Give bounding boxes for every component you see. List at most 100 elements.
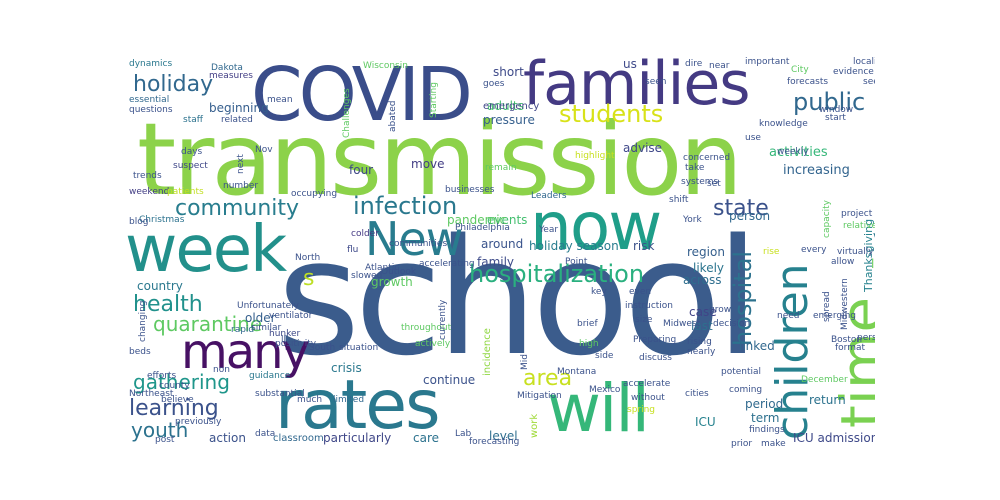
word: activities [769, 145, 828, 160]
word: side [595, 351, 614, 361]
word: nearly [687, 347, 716, 357]
word: students [559, 100, 664, 128]
word: Leaders [531, 191, 567, 201]
word: personal [857, 333, 875, 343]
word: mean [267, 95, 293, 105]
word: youth [131, 418, 189, 442]
word: level [489, 429, 518, 443]
word: situation [339, 343, 379, 353]
word: near [709, 61, 730, 71]
word: questions [129, 105, 173, 115]
word: every [801, 245, 827, 255]
word: dire [685, 59, 703, 69]
word: emerging [813, 311, 857, 321]
word: Dakota [211, 63, 243, 73]
word: area [523, 366, 573, 391]
word: window [819, 105, 854, 115]
word: Boston [831, 335, 863, 345]
word: potential [721, 367, 762, 377]
word: South [309, 343, 336, 353]
word: local [871, 257, 875, 271]
word: action [209, 431, 246, 445]
word: accelerate [623, 379, 671, 389]
word: number [223, 181, 259, 191]
word: communities [389, 239, 448, 249]
word: New [365, 212, 463, 266]
word: non [213, 365, 230, 375]
word: linked [739, 339, 775, 353]
word: trends [133, 171, 162, 181]
word: post [155, 435, 175, 445]
word: size [635, 315, 653, 325]
word: Midwest [663, 319, 701, 329]
word: many [181, 324, 310, 380]
word: localities [853, 57, 875, 67]
word: accelerating [419, 259, 475, 269]
word: s [303, 266, 315, 291]
word: pandemic [447, 213, 507, 227]
word: findings [749, 425, 785, 435]
word: guidance [249, 371, 291, 381]
word: coming [729, 385, 763, 395]
word: learning [129, 396, 219, 421]
word: concerned [683, 153, 731, 163]
word: particularly [323, 431, 392, 445]
word: Wisconsin [363, 61, 408, 71]
word: much [297, 395, 323, 405]
word: hunker [269, 329, 301, 339]
word: substantial [255, 389, 305, 399]
word: believe [161, 395, 194, 405]
word: Mexico [589, 385, 621, 395]
word: adults [487, 99, 524, 113]
word: move [411, 157, 445, 171]
word: families [523, 50, 751, 119]
word: rates [275, 366, 441, 445]
word: measures [209, 71, 253, 81]
word: county [159, 381, 190, 391]
word: Year [539, 225, 559, 235]
word: incidence [482, 328, 493, 376]
word: school [277, 204, 760, 391]
word: need [777, 311, 800, 321]
word: Midwestern [840, 278, 850, 330]
word: work [529, 413, 540, 438]
word: decision [713, 319, 751, 329]
word: capacity [822, 200, 832, 238]
word: seeing [863, 77, 875, 87]
word: increasing [783, 163, 850, 178]
word: Starting [429, 82, 439, 118]
word: virtually [837, 247, 874, 257]
word: systems [681, 177, 719, 187]
word: highlight [575, 151, 615, 161]
word: across [683, 273, 722, 287]
word: holiday season [529, 239, 619, 253]
word: use [745, 133, 761, 143]
word: patients [167, 187, 204, 197]
word: country [137, 279, 183, 293]
word: beginning [209, 101, 269, 115]
word: health [133, 292, 203, 317]
word: hospitalization [469, 260, 645, 288]
word: cities [685, 389, 709, 399]
word: forecasting [469, 437, 520, 447]
word: City [791, 65, 809, 75]
word: set [707, 179, 721, 189]
word: us [623, 57, 637, 71]
word: return [809, 393, 846, 407]
word: previously [175, 417, 222, 427]
word: start [825, 113, 846, 123]
word: businesses [445, 185, 495, 195]
word: shift [669, 195, 689, 205]
word: Outlook [381, 267, 417, 277]
word: key [591, 287, 607, 297]
word: staff [183, 115, 203, 125]
word: days [181, 147, 203, 157]
word: slowed [351, 271, 383, 281]
word: without [631, 393, 665, 403]
word: four [349, 163, 374, 177]
word: changing [138, 300, 148, 342]
word: public [793, 88, 866, 116]
word: period [745, 397, 784, 411]
word: blog [129, 217, 149, 227]
word: relative [843, 221, 875, 231]
